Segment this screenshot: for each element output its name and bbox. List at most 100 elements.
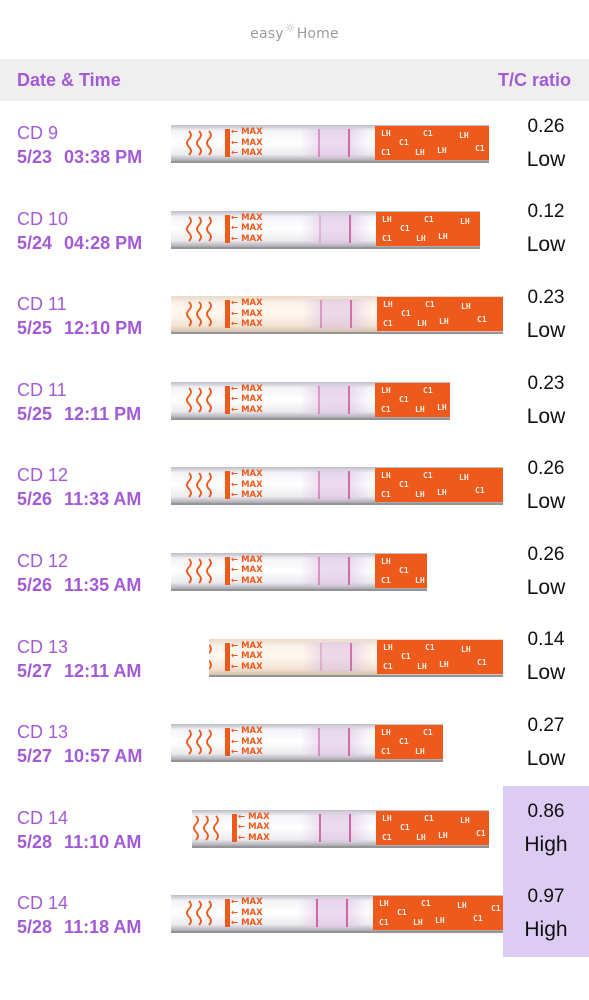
date-time: 5/26 11:35 AM (17, 573, 141, 597)
date: 5/25 (17, 318, 53, 339)
max-labels: ← MAX ← MAX ← MAX (231, 726, 263, 758)
wavy-lines-icon (186, 471, 230, 500)
strip-mark: LH (435, 916, 445, 926)
test-strip-image[interactable]: ← MAX ← MAX ← MAX LH C1 C1 LH LH C1 C1 LH (171, 125, 489, 161)
result-row[interactable]: CD 12 5/26 11:33 AM ← MAX ← MAX ← MAX LH C1 C1 LH… (0, 443, 589, 529)
strip-mark: C1 (383, 319, 393, 329)
brand-right: Home (296, 26, 339, 42)
time: 12:11 PM (64, 403, 142, 424)
date-time: 5/28 11:10 AM (17, 830, 141, 854)
result-row[interactable]: CD 11 5/25 12:10 PM ← MAX ← MAX ← MAX LH C1 C1 LH… (0, 272, 589, 358)
test-strip-image[interactable]: ← MAX ← MAX ← MAX LH C1 C1 LH LH C1 C1 LH (171, 467, 503, 504)
result-row[interactable]: CD 13 5/27 10:57 AM ← MAX ← MAX ← MAX LH C1 C1 C1… (0, 700, 589, 786)
test-line (319, 813, 321, 842)
control-line (348, 471, 350, 500)
date-time-cell: CD 12 5/26 11:35 AM (17, 549, 141, 597)
cycle-day: CD 12 (17, 465, 69, 486)
strip-mark: LH (438, 231, 448, 241)
strip-mark: C1 (399, 565, 409, 575)
strip-mark: LH (415, 747, 425, 757)
result-row[interactable]: CD 14 5/28 11:18 AM ← MAX ← MAX ← MAX LH C1 C1 LH… (0, 871, 589, 957)
test-strip-image[interactable]: ← MAX ← MAX ← MAX LH C1 C1 LH LH C1 C1 LH C1 (171, 895, 503, 932)
wavy-lines-icon (186, 214, 230, 243)
ratio-value: 0.97 (527, 886, 565, 908)
strip-mark: LH (438, 830, 448, 840)
strip-mark: C1 (423, 129, 433, 138)
ratio-value: 0.26 (527, 458, 565, 480)
strip-mark: C1 (423, 385, 433, 395)
cycle-day: CD 14 (17, 893, 69, 914)
strip-handle: LH C1 C1 LH LH C1 C1 LH (376, 810, 489, 845)
result-row[interactable]: CD 12 5/26 11:35 AM ← MAX ← MAX ← MAX LH C1 C1 LH… (0, 529, 589, 615)
wavy-lines-icon (186, 300, 230, 329)
strip-mark: LH (437, 146, 447, 155)
ratio-level: Low (526, 490, 566, 514)
max-label: ← MAX (238, 822, 270, 833)
strip-mark: C1 (383, 661, 393, 671)
strip-mark: LH (415, 404, 425, 414)
ratio-level: High (524, 918, 568, 942)
test-strip-image[interactable]: ← MAX ← MAX ← MAX LH C1 C1 LH C1 LH (171, 381, 450, 418)
strip-mark: LH (379, 899, 389, 909)
result-row[interactable]: CD 13 5/27 12:11 AM ← MAX ← MAX ← MAX LH C1 C1 LH… (0, 615, 589, 701)
test-strip-image[interactable]: ← MAX ← MAX ← MAX LH C1 C1 C1 LH (171, 724, 443, 761)
test-strip-image[interactable]: ← MAX ← MAX ← MAX LH C1 C1 LH LH C1 C1 LH (209, 638, 503, 675)
strip-mark: LH (416, 233, 426, 243)
strip-mark: LH (460, 815, 470, 825)
strip-mark: C1 (424, 813, 434, 823)
strip-mark: LH (381, 556, 391, 566)
wavy-lines-icon (186, 556, 230, 585)
test-strip-image[interactable]: ← MAX ← MAX ← MAX LH C1 C1 LH LH C1 C1 LH (171, 296, 503, 333)
max-labels: ← MAX ← MAX ← MAX (231, 897, 263, 929)
max-label: ← MAX (231, 918, 263, 929)
strip-mark: LH (413, 918, 423, 928)
test-strip-image[interactable]: ← MAX ← MAX ← MAX LH C1 C1 LH LH C1 LH (171, 210, 480, 247)
result-row[interactable]: CD 10 5/24 04:28 PM ← MAX ← MAX ← MAX LH C1 C1 LH… (0, 187, 589, 273)
ratio-cell: 0.86 High (503, 785, 589, 872)
result-row[interactable]: CD 9 5/23 03:38 PM ← MAX ← MAX ← MAX LH C1 C1 LH L… (0, 101, 589, 187)
ratio-cell: 0.26 Low (503, 101, 589, 187)
max-labels: ← MAX ← MAX ← MAX (231, 469, 263, 501)
cycle-day: CD 11 (17, 294, 67, 315)
strip-mark: C1 (475, 144, 485, 153)
date-time-cell: CD 9 5/23 03:38 PM (17, 121, 142, 169)
ratio-value: 0.14 (527, 629, 565, 651)
cycle-day: CD 11 (17, 379, 67, 400)
ratio-level: Low (526, 404, 566, 428)
wavy-lines-icon (186, 129, 230, 157)
max-label: ← MAX (231, 404, 263, 415)
max-labels: ← MAX ← MAX ← MAX (231, 127, 263, 159)
max-label: ← MAX (231, 736, 263, 747)
result-row[interactable]: CD 14 5/28 11:10 AM ← MAX ← MAX ← MAX LH C1 C1 LH… (0, 785, 589, 872)
strip-mark: LH (383, 642, 393, 652)
ratio-value: 0.26 (527, 115, 565, 137)
ratio-cell: 0.26 Low (503, 443, 589, 529)
test-strip-image[interactable]: ← MAX ← MAX ← MAX LH C1 C1 LH (171, 552, 427, 589)
reaction-zone (300, 555, 370, 586)
brand-logo: easy ☼ Home (0, 14, 589, 54)
control-line (350, 300, 352, 329)
control-line (349, 813, 351, 842)
strip-mark: C1 (425, 300, 435, 310)
strip-handle: LH C1 C1 LH LH C1 C1 LH (375, 468, 503, 503)
control-line (350, 642, 352, 671)
strip-mark: LH (417, 319, 427, 329)
strip-mark: LH (381, 385, 391, 395)
max-label: ← MAX (231, 479, 263, 490)
strip-mark: LH (461, 302, 471, 312)
result-row[interactable]: CD 11 5/25 12:11 PM ← MAX ← MAX ← MAX LH C1 C1 LH… (0, 358, 589, 444)
date-time-cell: CD 10 5/24 04:28 PM (17, 207, 142, 255)
time: 04:28 PM (64, 232, 143, 253)
reaction-zone (300, 128, 370, 158)
test-strip-image[interactable]: ← MAX ← MAX ← MAX LH C1 C1 LH LH C1 C1 LH (192, 809, 489, 846)
max-label: ← MAX (231, 137, 263, 148)
ratio-level: Low (526, 575, 566, 599)
max-labels: ← MAX ← MAX ← MAX (231, 641, 263, 673)
strip-mark: C1 (424, 214, 434, 224)
control-line (348, 129, 350, 157)
strip-mark: LH (415, 148, 425, 157)
strip-mark: C1 (400, 822, 410, 832)
sun-icon: ☼ (284, 21, 296, 35)
time: 11:33 AM (64, 489, 142, 510)
strip-mark: C1 (477, 315, 487, 325)
